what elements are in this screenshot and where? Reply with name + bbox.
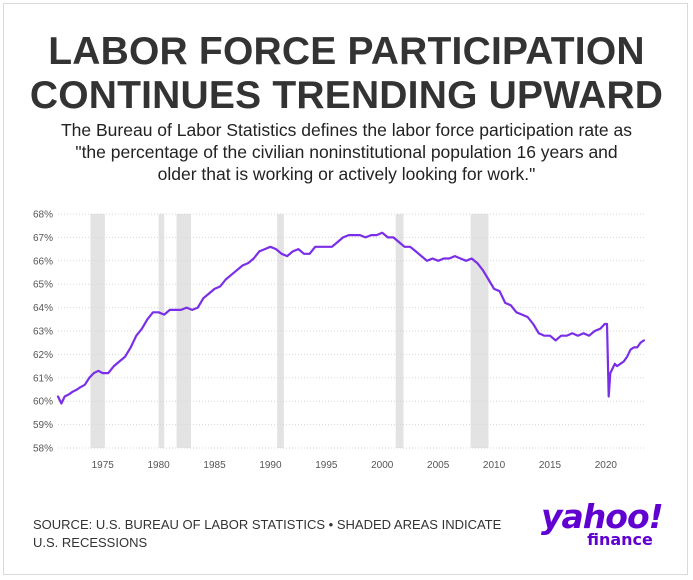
recession-band-6 bbox=[470, 214, 489, 448]
chart-title: LABOR FORCE PARTICIPATION CONTINUES TREN… bbox=[0, 30, 693, 118]
title-line-1: LABOR FORCE PARTICIPATION bbox=[48, 30, 645, 73]
source-line-2: U.S. RECESSIONS bbox=[33, 535, 148, 550]
x-tick-label: 2005 bbox=[427, 460, 450, 471]
series-group bbox=[56, 231, 645, 405]
recession-band-2 bbox=[158, 214, 165, 448]
x-axis-ticks: 1975 1980 1985 1990 1995 2000 2005 2010 2015 2020 bbox=[92, 460, 618, 471]
x-tick-label: 1980 bbox=[148, 460, 171, 471]
x-tick-label: 1995 bbox=[315, 460, 338, 471]
y-tick-label: 58% bbox=[33, 444, 53, 455]
x-tick-label: 1985 bbox=[203, 460, 226, 471]
subtitle-line-1: The Bureau of Labor Statistics defines t… bbox=[60, 120, 632, 140]
y-axis-ticks: 58% 59% 60% 61% 62% 63% 64% 65% 66% 67% 68% bbox=[33, 210, 53, 455]
title-line-2: CONTINUES TRENDING UPWARD bbox=[29, 74, 664, 117]
y-tick-label: 68% bbox=[33, 210, 53, 221]
x-tick-label: 1990 bbox=[259, 460, 282, 471]
y-tick-label: 67% bbox=[33, 233, 53, 244]
y-tick-label: 65% bbox=[33, 280, 53, 291]
x-tick-label: 2020 bbox=[595, 460, 618, 471]
grid-lines bbox=[58, 213, 645, 449]
x-tick-label: 2015 bbox=[539, 460, 562, 471]
subtitle-line-2: "the percentage of the civilian noninsti… bbox=[75, 142, 618, 162]
line-chart: 58%59%60%61%62%63%64%65%66%67%68% 1975 19… bbox=[33, 210, 645, 471]
series-line-1 bbox=[56, 231, 645, 405]
chart-subtitle: The Bureau of Labor Statistics defines t… bbox=[20, 119, 673, 185]
y-tick-label: 62% bbox=[33, 350, 53, 361]
logo-word: yahoo! bbox=[541, 497, 664, 536]
y-tick-label: 59% bbox=[33, 420, 53, 431]
subtitle-line-3: older that is working or actively lookin… bbox=[157, 164, 536, 184]
x-tick-label: 1975 bbox=[92, 460, 115, 471]
recession-band-3 bbox=[176, 214, 192, 448]
yahoo-finance-logo: yahoo! finance bbox=[541, 497, 664, 560]
y-tick-label: 63% bbox=[33, 327, 53, 338]
source-note: SOURCE: U.S. BUREAU OF LABOR STATISTICS … bbox=[33, 516, 503, 552]
x-tick-label: 2000 bbox=[371, 460, 394, 471]
x-tick-label: 2010 bbox=[483, 460, 506, 471]
source-line-1: SOURCE: U.S. BUREAU OF LABOR STATISTICS … bbox=[33, 517, 502, 532]
y-tick-label: 64% bbox=[33, 303, 53, 314]
logo-sub: finance bbox=[587, 530, 653, 549]
y-tick-label: 61% bbox=[33, 373, 53, 384]
y-tick-label: 60% bbox=[33, 397, 53, 408]
figure-frame bbox=[3, 3, 688, 575]
recession-band-5 bbox=[395, 214, 404, 448]
y-tick-label: 66% bbox=[33, 256, 53, 267]
